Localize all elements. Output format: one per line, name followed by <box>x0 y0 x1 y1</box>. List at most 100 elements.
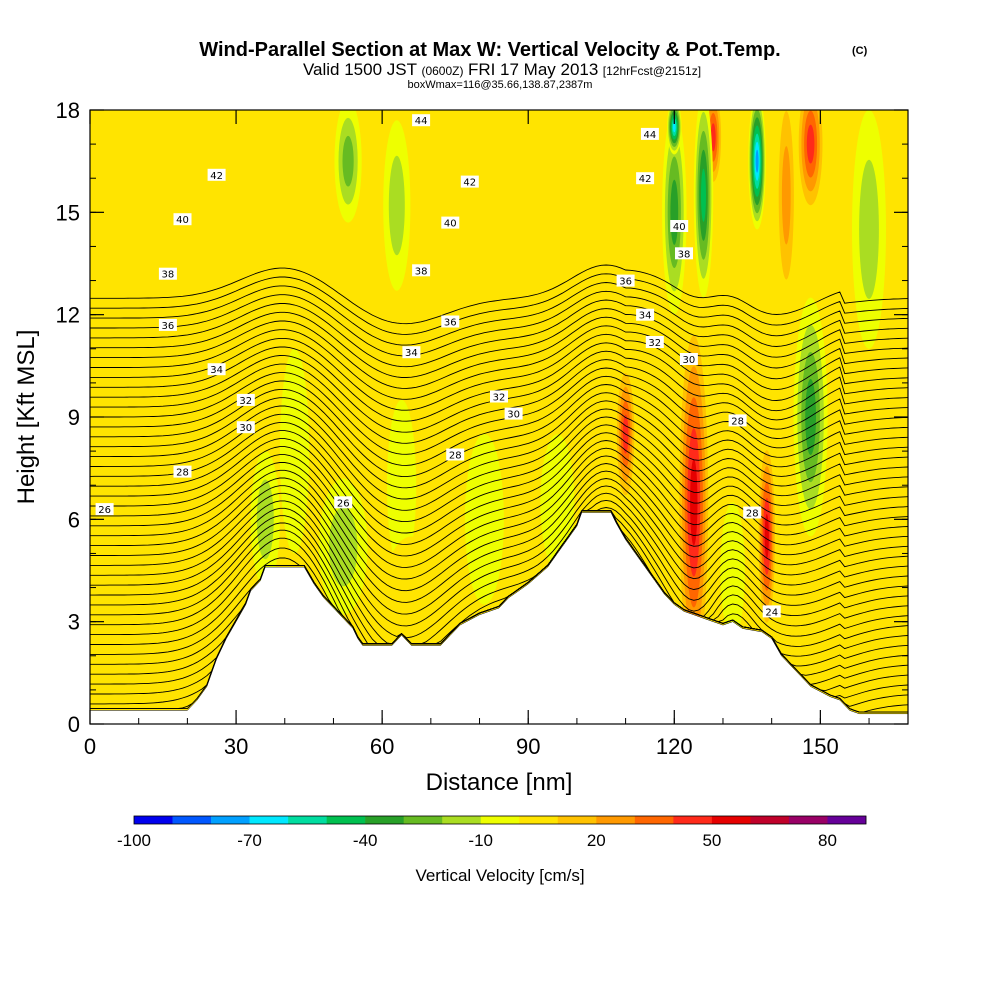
theta-contour-42 <box>90 316 908 389</box>
theta-contour-32 <box>90 478 908 615</box>
velocity-cell-13-1 <box>388 155 405 256</box>
theta-contour-41 <box>90 333 908 411</box>
theta-label-bg <box>236 393 255 406</box>
velocity-cell-26-0 <box>859 502 899 673</box>
valid-forecast: [12hrFcst@2151z] <box>603 64 701 78</box>
copyright-mark: (C) <box>852 45 868 57</box>
valid-date: FRI 17 May 2013 <box>468 60 598 79</box>
x-tick-label: 150 <box>802 734 839 759</box>
theta-label-bg <box>636 308 655 321</box>
theta-label: 34 <box>210 365 223 376</box>
theta-label: 28 <box>176 468 189 479</box>
colorbar-swatch <box>442 816 482 824</box>
theta-label-bg <box>504 407 523 420</box>
theta-contour-38.5 <box>90 375 908 466</box>
theta-contour-36 <box>90 416 908 523</box>
theta-label: 40 <box>444 219 457 230</box>
theta-label: 36 <box>444 318 457 329</box>
colorbar-tick-label: -70 <box>237 831 262 850</box>
x-tick-label: 60 <box>370 734 394 759</box>
velocity-cell-19-0 <box>387 399 417 571</box>
theta-label-bg <box>158 267 177 280</box>
velocity-cell-5-4 <box>806 124 815 164</box>
velocity-cell-7-3 <box>670 179 679 245</box>
y-tick-label: 15 <box>56 200 80 225</box>
theta-label-bg <box>616 274 635 287</box>
theta-contour-44.5 <box>90 273 908 335</box>
velocity-cell-25-0 <box>720 502 745 639</box>
theta-label-bg <box>334 496 353 509</box>
colorbar-swatch <box>480 816 520 824</box>
colorbar-swatch <box>172 816 212 824</box>
chart-title: Wind-Parallel Section at Max W: Vertical… <box>199 39 780 61</box>
y-tick-label: 18 <box>56 98 80 123</box>
theta-contour-36.5 <box>90 408 908 511</box>
theta-label: 28 <box>449 451 462 462</box>
theta-label: 38 <box>415 266 428 277</box>
velocity-cell-4-4 <box>710 123 716 152</box>
theta-label-bg <box>236 421 255 434</box>
colorbar-tick-label: -40 <box>353 831 378 850</box>
x-tick-label: 30 <box>224 734 248 759</box>
theta-label-bg <box>158 318 177 331</box>
theta-label: 26 <box>98 505 111 516</box>
theta-label: 40 <box>176 215 189 226</box>
theta-label: 40 <box>673 222 686 233</box>
colorbar-tick-label: 50 <box>702 831 721 850</box>
colorbar-swatch <box>711 816 751 824</box>
colorbar-label: Vertical Velocity [cm/s] <box>415 866 584 885</box>
colorbar-frame <box>133 815 867 825</box>
theta-label: 42 <box>463 178 476 189</box>
theta-contour-38 <box>90 384 908 478</box>
colorbar-swatch <box>519 816 559 824</box>
colorbar-swatch <box>788 816 828 824</box>
valid-zulu: (0600Z) <box>421 64 463 78</box>
theta-label-bg <box>675 247 693 260</box>
theta-label: 24 <box>765 607 778 618</box>
theta-label-bg <box>645 336 664 348</box>
colorbar-swatch <box>288 816 327 824</box>
colorbar-swatch <box>211 816 250 824</box>
theta-contour-31.5 <box>90 485 908 627</box>
valid-time-line: Valid 1500 JST (0600Z) FRI 17 May 2013 [… <box>303 60 701 79</box>
colorbar: -100 -70 -40 -10 20 50 80 <box>117 815 867 850</box>
colorbar-swatch <box>596 816 636 824</box>
theta-label-bg <box>490 390 508 403</box>
x-tick-label: 0 <box>84 734 96 759</box>
velocity-cell-12-1 <box>859 159 879 299</box>
colorbar-tick-label: 20 <box>587 831 606 850</box>
theta-label: 32 <box>648 338 661 349</box>
velocity-cell-6-2 <box>781 146 791 245</box>
theta-label: 38 <box>162 270 175 281</box>
theta-contour-40.5 <box>90 342 908 422</box>
theta-label: 26 <box>337 498 350 509</box>
colorbar-swatch <box>249 816 289 824</box>
x-tick-label: 120 <box>656 734 693 759</box>
x-axis: 0 30 60 90 120 150 <box>84 110 870 759</box>
colorbar-tick-label: 80 <box>818 831 837 850</box>
velocity-cell-10-6 <box>672 121 676 133</box>
theta-label: 42 <box>639 174 652 185</box>
colorbar-swatch <box>557 816 597 824</box>
theta-label-bg <box>412 264 431 277</box>
theta-label-bg <box>762 605 781 618</box>
theta-label: 32 <box>239 396 252 407</box>
theta-contour-35 <box>90 432 908 545</box>
box-info: boxWmax=116@35.66,138.87,2387m <box>408 79 593 91</box>
theta-contours <box>90 264 908 713</box>
colorbar-swatch <box>403 816 443 824</box>
theta-label-bg <box>728 414 747 427</box>
theta-contour-29.5 <box>90 510 908 645</box>
y-tick-label: 6 <box>68 507 80 532</box>
theta-contour-37 <box>90 400 908 500</box>
y-tick-label: 12 <box>56 303 80 328</box>
theta-label-bg <box>679 353 698 365</box>
theta-contour-43 <box>90 299 908 368</box>
theta-label: 34 <box>405 348 418 359</box>
theta-label-bg <box>207 168 226 181</box>
theta-label-bg <box>636 172 655 185</box>
theta-label: 32 <box>493 393 506 404</box>
colorbar-swatch <box>326 816 366 824</box>
